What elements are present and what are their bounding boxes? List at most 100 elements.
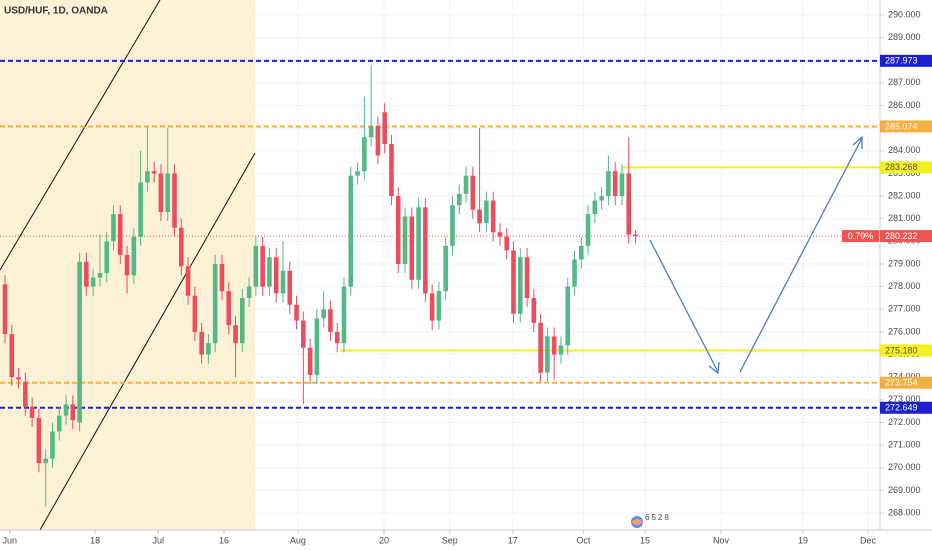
candle-body <box>158 173 164 212</box>
y-tick-label: 286.000 <box>888 100 921 110</box>
candle-body <box>212 263 218 344</box>
x-tick-label: 19 <box>798 535 808 545</box>
y-tick-label: 282.000 <box>888 190 921 200</box>
candle-body <box>9 334 15 378</box>
candle-body <box>63 404 69 416</box>
candle-body <box>599 196 604 201</box>
y-tick-label: 271.000 <box>888 439 921 449</box>
last-change: 0.79% <box>848 231 874 241</box>
y-tick-label: 270.000 <box>888 462 921 472</box>
candle-body <box>16 377 21 380</box>
candle-body <box>43 458 48 464</box>
candle-body <box>450 205 455 246</box>
candle-body <box>192 295 198 332</box>
y-tick-label: 274.000 <box>888 372 921 382</box>
candle-body <box>314 318 320 375</box>
arrow-head <box>708 361 720 375</box>
channel-lower <box>39 152 256 531</box>
x-tick-label: Dec <box>860 535 877 545</box>
candle-body <box>517 257 523 314</box>
x-tick-label: 20 <box>379 535 389 545</box>
candle-body <box>294 304 299 321</box>
x-tick-label: 17 <box>508 535 518 545</box>
candle-body <box>362 137 367 172</box>
candle-body <box>382 112 387 144</box>
candle-body <box>145 171 150 183</box>
candle-body <box>321 309 326 319</box>
level-label-box <box>880 401 932 414</box>
x-tick-label: 16 <box>219 535 229 545</box>
candle-body <box>267 257 272 287</box>
chart-title: USD/HUF, 1D, OANDA <box>4 6 108 17</box>
candle-body <box>165 173 171 212</box>
y-tick-label: 279.000 <box>888 258 921 268</box>
level-label: 272.649 <box>885 403 918 413</box>
candle-body <box>484 200 489 224</box>
candle-body <box>246 286 252 298</box>
candle-body <box>612 171 618 197</box>
candle-body <box>368 125 374 138</box>
candle-body <box>307 347 313 375</box>
candle-body <box>633 234 638 237</box>
x-tick-label: Jul <box>152 535 164 545</box>
level-label: 285.074 <box>885 121 918 131</box>
level-label: 283.268 <box>885 162 918 172</box>
candle-body <box>538 322 543 373</box>
last-price-label: 280.232 <box>885 231 918 241</box>
candle-body <box>185 266 191 296</box>
candle-body <box>70 404 76 421</box>
levels <box>0 59 880 409</box>
candle-body <box>2 284 8 335</box>
candle-body <box>84 261 89 287</box>
candle-body <box>531 297 537 323</box>
candle-body <box>504 236 510 251</box>
level-label-box <box>880 120 932 133</box>
candle-body <box>240 297 245 344</box>
candle-body <box>429 293 435 321</box>
x-tick-label: 18 <box>90 535 100 545</box>
candle-body <box>490 200 496 233</box>
y-tick-label: 273.000 <box>888 394 921 404</box>
candle-body <box>572 259 577 287</box>
y-tick-label: 278.000 <box>888 281 921 291</box>
price-tags: 287.973 285.074 283.268 275.180 273.754 272.6… <box>842 54 932 414</box>
candle-body <box>178 227 184 267</box>
candle-body <box>511 250 516 314</box>
candle-body <box>50 431 55 459</box>
y-tick-label: 276.000 <box>888 326 921 336</box>
candle-body <box>56 415 62 432</box>
candle-body <box>253 245 259 287</box>
last-change-box <box>842 230 879 243</box>
arrow-down <box>649 239 719 373</box>
y-tick-label: 277.000 <box>888 304 921 314</box>
candle-body <box>395 196 401 264</box>
y-tick-label: 268.000 <box>888 507 921 517</box>
candle-body <box>456 193 462 206</box>
candle-body <box>375 125 381 156</box>
candle-body <box>348 175 354 287</box>
candle-body <box>111 214 116 242</box>
level-label-box <box>880 161 932 174</box>
y-tick-label: 272.000 <box>888 417 921 427</box>
candle-body <box>558 345 564 355</box>
x-tick-label: Oct <box>576 535 591 545</box>
level-label-box <box>880 54 932 67</box>
candle-body <box>619 173 625 197</box>
channel-upper <box>0 0 161 271</box>
candle-body <box>117 214 123 255</box>
arrow-head <box>852 135 863 149</box>
candle-body <box>199 331 204 355</box>
x-tick-label: Aug <box>290 535 306 545</box>
candle-body <box>423 207 428 294</box>
last-price-label-box <box>880 230 932 243</box>
candle-body <box>273 257 279 294</box>
candle-body <box>260 245 265 287</box>
level-label: 273.754 <box>885 378 918 388</box>
candle-body <box>341 286 347 344</box>
y-tick-label: 290.000 <box>888 9 921 19</box>
candle-body <box>97 273 103 278</box>
x-tick-label: Jun <box>3 535 18 545</box>
badge: 6528 <box>631 513 669 528</box>
